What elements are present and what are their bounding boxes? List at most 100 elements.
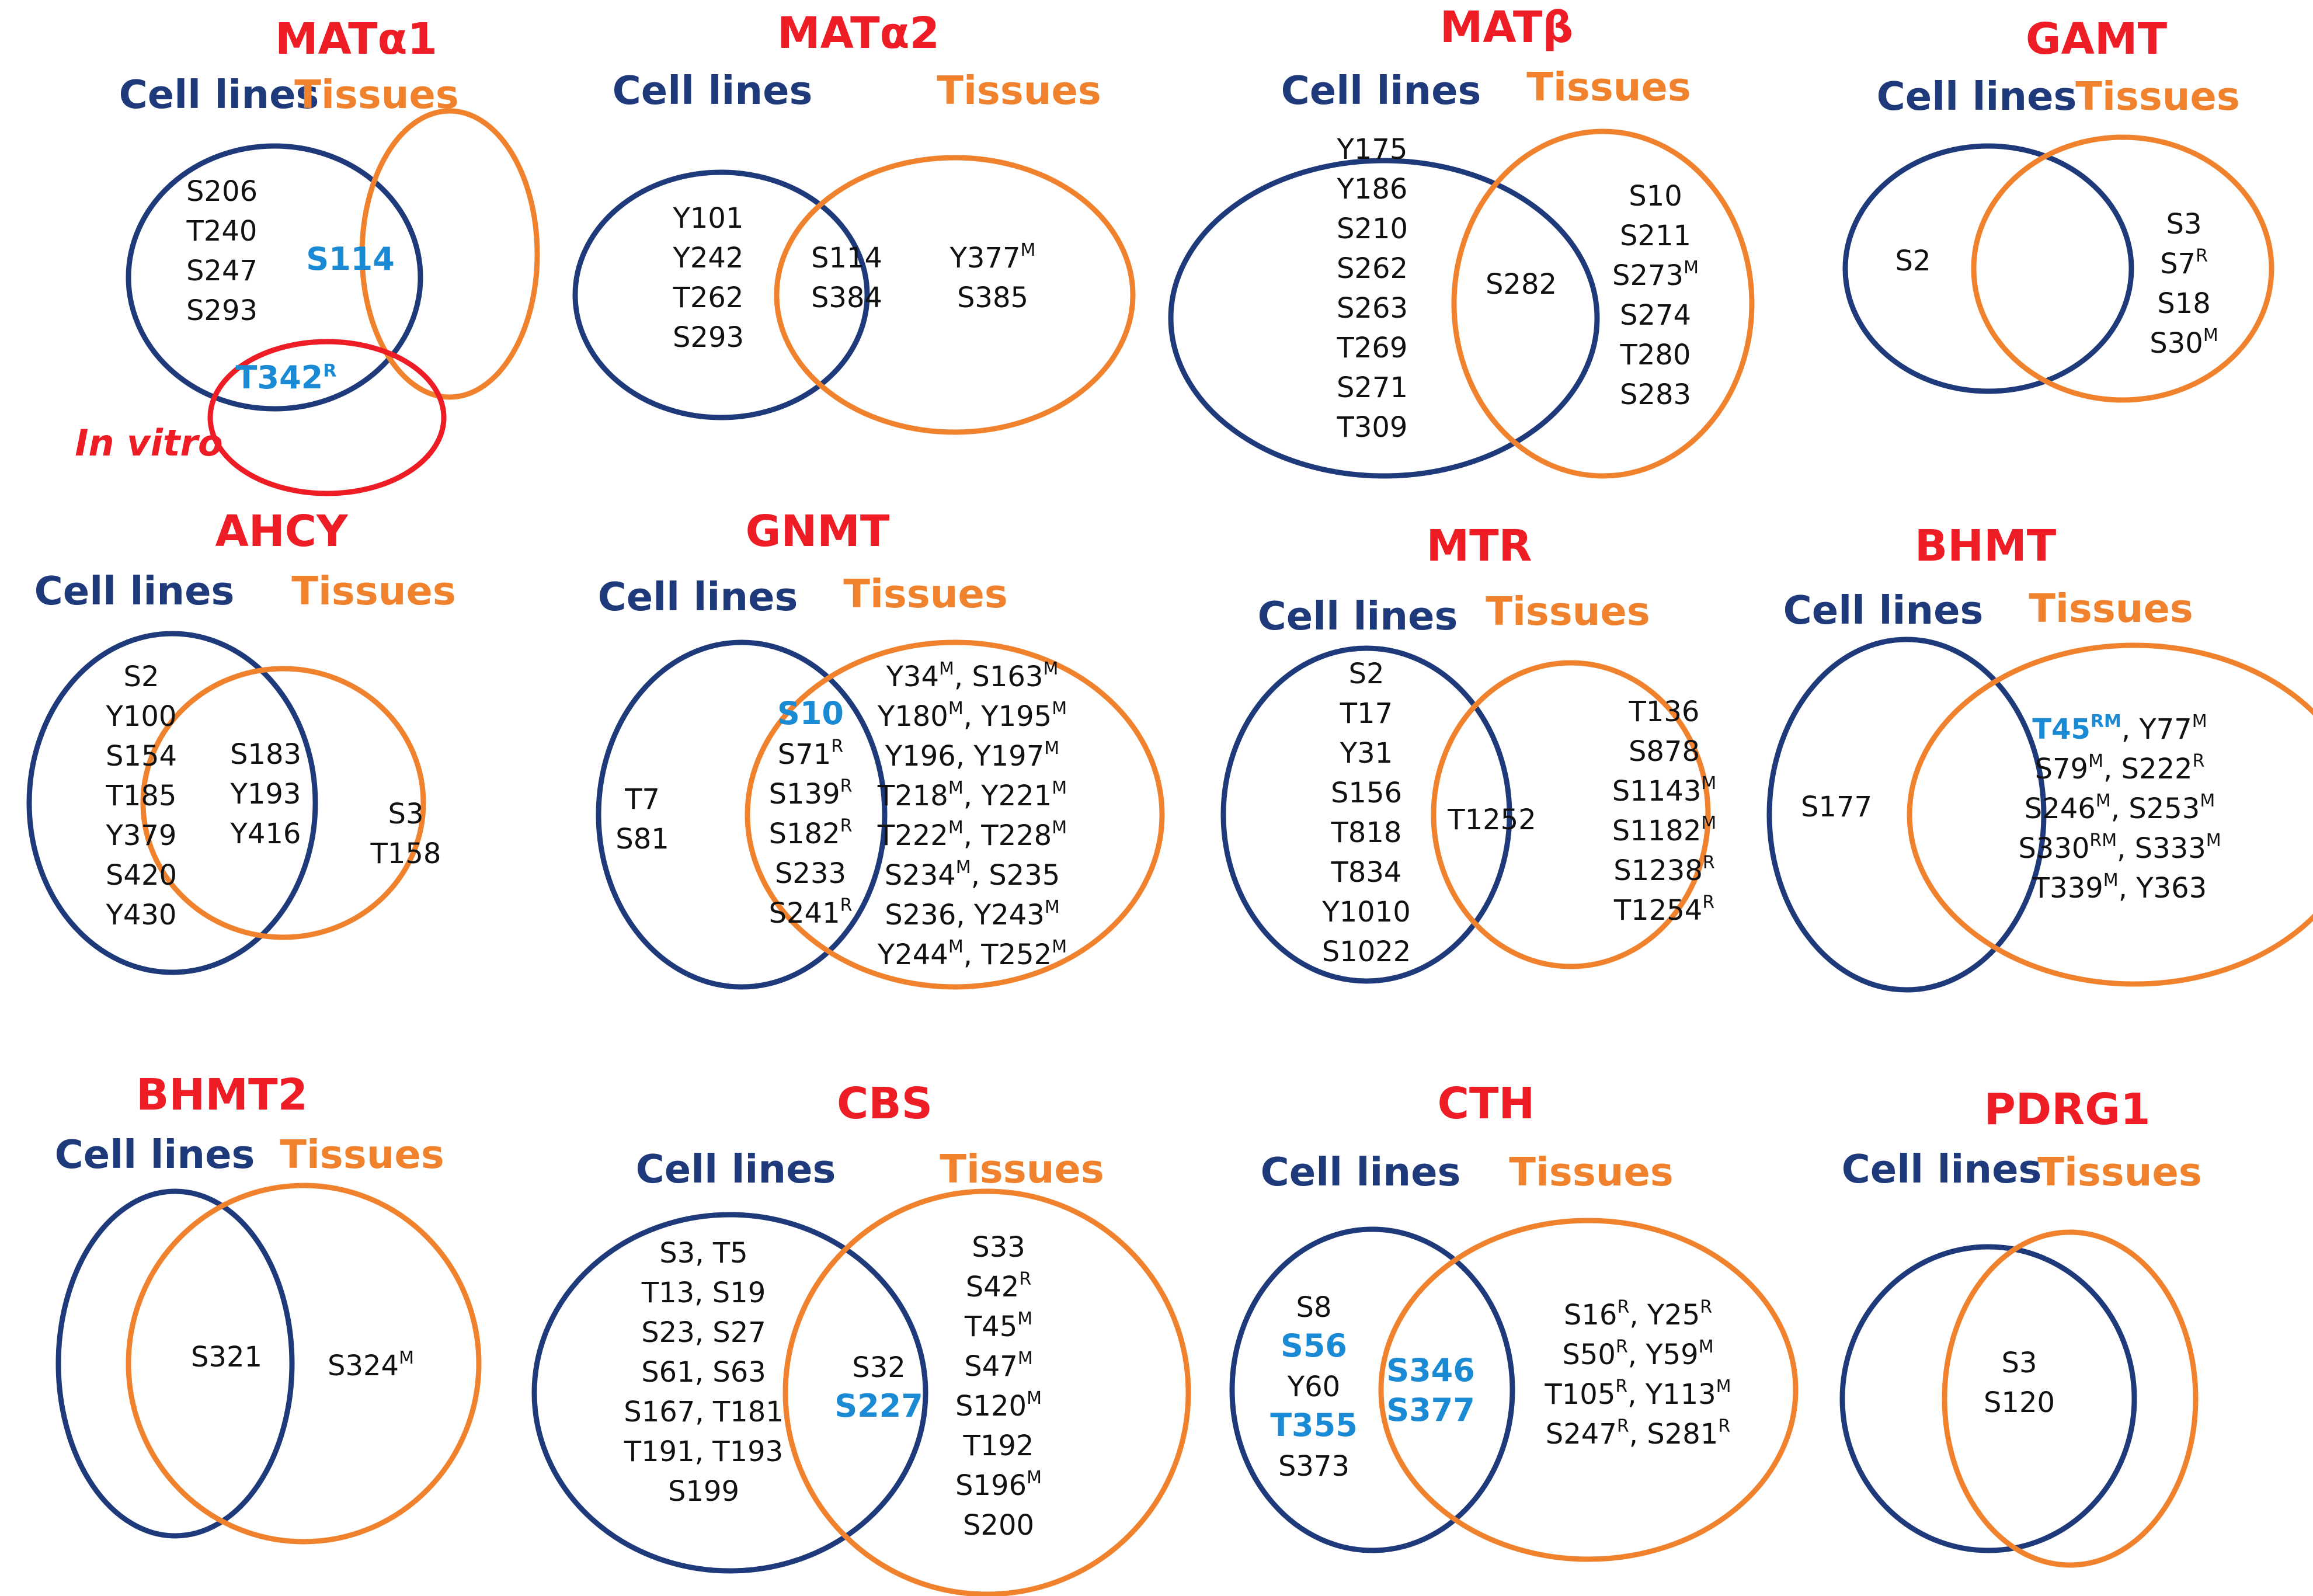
tissues-circle [126,1183,482,1545]
cell-lines-circle [1839,1244,2137,1553]
cell-lines-circle [1168,158,1600,479]
tissues-circle [1431,660,1711,969]
tissue-only-site: T45M​ [964,1309,1032,1343]
cell-only-site: Y379 [106,819,177,852]
cell-only-site: T240 [186,215,258,248]
cell-only-site: Y31 [1340,737,1393,770]
tissues-label: Tissues [1486,589,1650,634]
venn-panel-mtr: MTR Cell lines Tissues S2 T17 Y31 S156 T818 T834… [1220,521,1717,984]
shared-site: S233 [775,857,846,890]
cell-only-site: S8 [1296,1291,1331,1324]
cell-only-site: T309 [1337,411,1408,444]
tissue-only-site: S1143M​ [1612,773,1717,808]
tissues-circle [1451,128,1755,479]
tissue-only-site: S274 [1620,299,1691,332]
tissue-only-site: S33 [972,1231,1025,1264]
cell-only-site: S262 [1337,252,1408,285]
tissues-circle [782,1188,1191,1596]
tissue-only-site: S1238R​ [1613,853,1714,887]
tissue-only-site: S234M​, S235 [885,857,1060,892]
cell-only-site: T191, T193 [624,1435,783,1468]
cell-only-site: S81 [615,823,669,856]
cell-lines-label: Cell lines [613,68,813,113]
cell-lines-circle [1766,637,2047,993]
tissue-only-site: S120M​ [955,1388,1042,1423]
panel-title: CTH [1438,1079,1535,1129]
cell-only-site: T269 [1337,332,1408,364]
cell-only-site: T13, S19 [641,1277,766,1309]
tissues-circle [774,155,1136,435]
shared-site: S3 [2001,1347,2037,1379]
tissue-only-site: Y34M​, S163M​ [886,659,1059,693]
cell-lines-label: Cell lines [598,574,798,620]
shared-site: S321 [191,1341,262,1374]
tissue-only-site: S196M​ [955,1468,1042,1502]
cell-lines-label: Cell lines [34,568,235,614]
venn-panel-gnmt: GNMT Cell lines Tissues T7 S81 S10 S71R​ S139R​… [596,506,1165,990]
cell-lines-circle [531,1212,928,1574]
cell-only-site: S2 [1348,658,1384,690]
cell-lines-label: Cell lines [119,72,319,117]
cell-only-site: S206 [186,175,258,208]
cell-only-site: T262 [673,281,744,314]
cell-only-site: S3, T5 [659,1237,747,1270]
cell-only-site: T185 [106,780,177,812]
tissue-only-site: T222M​, T228M​ [877,818,1067,852]
cell-lines-circle [572,169,870,420]
shared-site: S346 [1386,1352,1475,1389]
panel-title: PDRG1 [1984,1084,2151,1135]
panel-title: BHMT [1915,521,2057,571]
tissue-only-site: S878 [1629,735,1700,768]
tissues-circle [359,108,540,400]
tissues-circle [1942,1229,2199,1568]
tissue-only-site: S283 [1620,378,1691,411]
tissue-only-site: Y244M​, T252M​ [877,937,1067,971]
cell-only-site: S271 [1337,371,1408,404]
cell-only-site: Y242 [673,242,744,274]
panel-title: MATα2 [777,8,940,58]
cell-only-site: S247 [186,255,258,287]
cell-only-site: S293 [673,321,744,354]
venn-panel-bhmt2: BHMT2 Cell lines Tissues S321 S324M​ [55,1070,482,1545]
tissue-only-site: S30M​ [2149,325,2218,360]
venn-panel-mata2: MATα2 Cell lines Tissues Y101 Y242 T262 S293 S1… [572,8,1136,435]
cell-lines-circle [126,143,423,412]
tissue-only-site: T45RM​, Y77M​ [2032,711,2207,746]
shared-site: Y193 [230,778,301,811]
cell-only-site: S167, T181 [624,1396,784,1428]
tissue-only-site: T192 [963,1430,1034,1462]
cell-only-site: S420 [106,859,177,892]
panel-title: AHCY [215,506,349,557]
tissue-only-site: S47M​ [964,1348,1032,1383]
panel-title: MTR [1426,521,1532,571]
tissues-label: Tissues [291,568,455,614]
tissues-label: Tissues [2075,74,2239,119]
cell-lines-circle [596,639,888,990]
tissues-label: Tissues [2029,586,2193,631]
panel-title: GAMT [2026,14,2168,64]
tissue-only-site: Y377M​ [949,240,1036,274]
venn-panel-bhmt: BHMT Cell lines Tissues S177 T45RM​, Y77M​ S7… [1766,521,2313,993]
venn-panel-matb: MATβ Cell lines Tissues Y175 Y186 S210 S262 S26… [1168,2,1755,479]
panel-title: GNMT [746,506,890,557]
tissue-only-site: T105R​, Y113M​ [1544,1376,1731,1411]
cell-only-site: S23, S27 [641,1316,766,1349]
cell-only-site: Y430 [106,899,177,931]
shared-site: S377 [1386,1392,1475,1428]
tissue-only-site: T158 [370,837,441,870]
in-vitro-label: In vitro [75,422,222,464]
cell-only-site: T355 [1270,1407,1358,1444]
cell-lines-label: Cell lines [1261,1149,1461,1195]
cell-lines-label: Cell lines [55,1132,255,1177]
cell-only-site: T834 [1331,856,1402,889]
tissue-only-site: S246M​, S253M​ [2025,791,2215,825]
panel-title: BHMT2 [136,1070,308,1120]
panel-title: MATα1 [275,14,437,64]
cell-lines-label: Cell lines [1258,593,1458,639]
cell-only-site: S263 [1337,292,1408,325]
tissue-only-site: S330RM​, S333M​ [2018,830,2221,865]
cell-only-site: S177 [1801,791,1872,823]
